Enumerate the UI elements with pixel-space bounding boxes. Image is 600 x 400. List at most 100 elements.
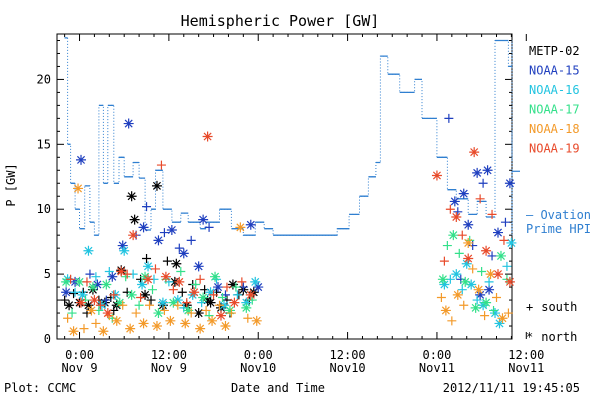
data-point-north [102, 308, 113, 319]
data-point-south [484, 277, 494, 287]
data-point-north [250, 276, 261, 287]
data-point-north [493, 227, 504, 238]
x-tick-date-label: Nov 9 [61, 361, 97, 375]
data-point-south [69, 289, 79, 299]
data-point-north [205, 287, 216, 298]
data-point-north [168, 297, 179, 308]
ovation-hpi-steps [64, 37, 512, 236]
data-point-south [145, 300, 155, 310]
data-point-north [506, 237, 517, 248]
data-point-north [143, 261, 154, 272]
series-noaa-16 [62, 237, 517, 329]
data-point-south [454, 248, 464, 258]
data-point-north [61, 287, 72, 298]
ovation-legend-line1: — Ovation [526, 208, 591, 222]
data-point-south [502, 261, 512, 271]
footer-plot-source: Plot: CCMC [4, 381, 76, 395]
data-point-north [494, 318, 505, 329]
data-point-south [237, 277, 247, 287]
data-point-north [469, 147, 480, 158]
x-tick-time-label: 12:00 [330, 348, 366, 362]
data-point-north [189, 287, 200, 298]
x-tick-time-label: 12:00 [151, 348, 187, 362]
x-axis-label: Date and Time [231, 381, 325, 395]
marker-legend-north-symbol: * [526, 330, 533, 344]
data-point-north [77, 289, 88, 300]
data-point-north [151, 321, 162, 332]
data-point-north [207, 315, 218, 326]
data-point-south [436, 292, 446, 302]
data-point-north [143, 274, 154, 285]
data-point-north [153, 308, 164, 319]
x-tick-date-label: Nov11 [419, 361, 455, 375]
data-point-south [492, 292, 502, 302]
marker-legend-north: * north [526, 330, 577, 344]
footer-timestamp: 2012/11/11 19:45:05 [443, 381, 580, 395]
data-point-south [66, 274, 76, 284]
data-point-north [92, 279, 103, 290]
data-point-south [217, 292, 227, 302]
legend-noaa-17: NOAA-17 [529, 103, 580, 117]
x-tick-date-label: Nov11 [508, 361, 544, 375]
data-point-south [156, 160, 166, 170]
x-tick-date-label: Nov 9 [151, 361, 187, 375]
data-point-north [165, 315, 176, 326]
marker-legend-south-symbol: + [526, 300, 533, 314]
data-point-north [463, 219, 474, 230]
data-point-north [463, 253, 474, 264]
data-point-north [183, 305, 194, 316]
data-point-north [73, 183, 84, 194]
data-point-north [126, 191, 137, 202]
data-point-north [86, 305, 97, 316]
data-point-south [201, 305, 211, 315]
data-point-north [235, 222, 246, 233]
data-point-north [448, 230, 459, 241]
x-tick-time-label: 12:00 [508, 348, 544, 362]
data-point-south [499, 235, 509, 245]
data-point-south [101, 295, 111, 305]
data-point-north [440, 305, 451, 316]
data-point-south [186, 235, 196, 245]
legend-noaa-18: NOAA-18 [529, 122, 580, 136]
data-point-north [437, 274, 448, 285]
data-point-north [83, 245, 94, 256]
data-point-south [457, 285, 467, 295]
data-point-south [487, 209, 497, 219]
legend: METP-02 NOAA-15 NOAA-16 NOAA-17 NOAA-18 NOAA-… [529, 44, 580, 156]
y-tick-label: 15 [37, 137, 51, 151]
data-point-north [114, 297, 125, 308]
data-point-south [173, 300, 183, 310]
data-point-south [60, 295, 70, 305]
data-point-south [142, 202, 152, 212]
data-point-north [463, 237, 474, 248]
plot-frame [56, 33, 513, 340]
data-point-north [138, 318, 149, 329]
data-point-north [216, 310, 227, 321]
data-point-south [468, 264, 478, 274]
data-point-south [122, 269, 132, 279]
data-point-north [137, 279, 148, 290]
data-point-north [119, 245, 130, 256]
legend-noaa-19: NOAA-19 [529, 142, 580, 156]
data-point-north [172, 295, 183, 306]
ovation-legend-line2: Prime HPI [526, 222, 591, 236]
data-point-north [166, 224, 177, 235]
data-point-north [74, 276, 85, 287]
data-point-north [64, 300, 75, 311]
ovation-hpi-line [64, 37, 513, 236]
data-point-north [220, 321, 231, 332]
data-point-north [153, 235, 164, 246]
data-point-south [222, 282, 232, 292]
data-point-north [466, 279, 477, 290]
data-point-north [241, 302, 252, 313]
data-point-south [478, 178, 488, 188]
data-point-north [125, 323, 136, 334]
data-point-south [457, 230, 467, 240]
data-point-south [500, 217, 510, 227]
data-point-north [449, 196, 460, 207]
data-point-north [195, 323, 206, 334]
data-point-south [134, 300, 144, 310]
data-point-south [477, 267, 487, 277]
data-point-south [104, 267, 114, 277]
